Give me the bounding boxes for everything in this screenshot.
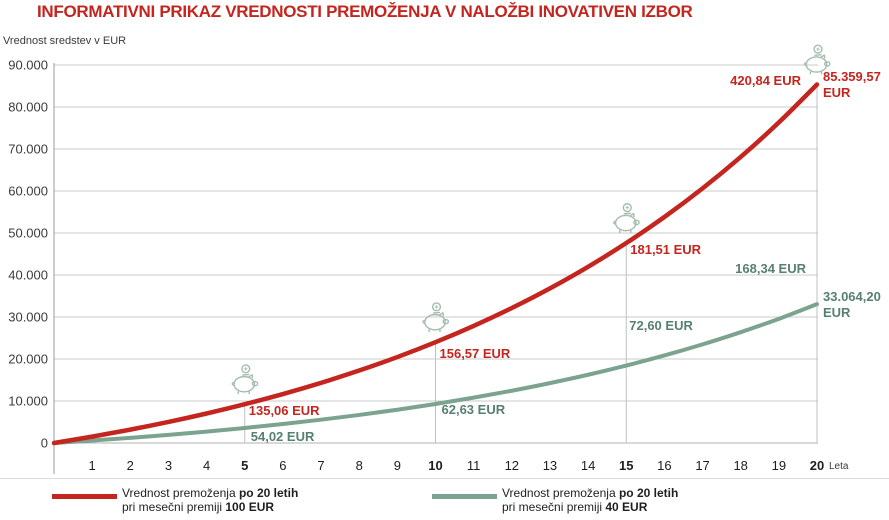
x-tick-label: 11 bbox=[466, 458, 481, 473]
piggy-part bbox=[816, 47, 820, 51]
end-value-premium-100-currency: EUR bbox=[823, 85, 851, 101]
milestone-value-premium-100: 420,84 EUR bbox=[730, 73, 801, 89]
y-tick-label: 20.000 bbox=[8, 351, 48, 367]
y-tick-label: 40.000 bbox=[8, 267, 48, 283]
milestone-value-premium-40: 72,60 EUR bbox=[629, 317, 693, 333]
x-tick-label: 16 bbox=[657, 458, 672, 473]
piggy-part bbox=[434, 305, 439, 309]
piggy-part bbox=[241, 364, 251, 374]
series-line-premium-40 bbox=[52, 302, 819, 445]
piggy-bank-icon bbox=[803, 44, 831, 75]
milestone-value-premium-100: 181,51 EUR bbox=[630, 242, 702, 258]
legend-label-bold: po 20 letih bbox=[238, 486, 299, 500]
y-axis-title: Vrednost sredstev v EUR bbox=[3, 35, 127, 47]
legend-label: pri mesečni premiji bbox=[122, 500, 226, 514]
piggy-part bbox=[251, 380, 259, 387]
x-tick-label: 20 bbox=[809, 458, 825, 473]
piggy-part bbox=[633, 219, 640, 226]
piggy-part bbox=[431, 302, 442, 312]
x-tick-label: 2 bbox=[126, 458, 134, 473]
x-tick-label: 6 bbox=[279, 458, 287, 473]
piggy-part bbox=[242, 373, 250, 376]
y-tick-label: 50.000 bbox=[8, 225, 48, 241]
piggy-part bbox=[432, 311, 441, 314]
piggy-part bbox=[803, 62, 807, 66]
piggy-part bbox=[809, 71, 823, 75]
series-line-premium-100 bbox=[51, 82, 820, 446]
piggy-bank-icon bbox=[613, 203, 640, 233]
x-tick-label: 19 bbox=[771, 458, 787, 473]
piggy-part bbox=[814, 53, 822, 56]
piggy-part bbox=[424, 313, 446, 331]
x-tick-label: 14 bbox=[580, 458, 596, 473]
piggy-part bbox=[619, 230, 632, 233]
end-value-premium-40-currency: EUR bbox=[823, 305, 851, 321]
milestone-value-premium-40: 62,63 EUR bbox=[441, 401, 506, 417]
piggy-part bbox=[820, 54, 826, 59]
end-value-premium-100: 85.359,57 EUR bbox=[823, 69, 881, 101]
end-value-premium-40: 33.064,20 EUR bbox=[823, 289, 881, 321]
milestone-value-premium-100: 135,06 EUR bbox=[248, 403, 320, 419]
piggy-part bbox=[614, 214, 637, 232]
x-tick-label: 4 bbox=[202, 458, 211, 473]
piggy-part bbox=[805, 56, 828, 73]
milestone-value-premium-100: 156,57 EUR bbox=[439, 346, 511, 362]
piggy-part bbox=[629, 212, 635, 218]
legend-separator-line bbox=[0, 478, 889, 479]
piggy-part bbox=[248, 374, 254, 379]
x-tick-label: 17 bbox=[695, 458, 710, 473]
piggy-part bbox=[625, 206, 629, 210]
y-tick-label: 0 bbox=[40, 435, 48, 451]
x-tick-label: 7 bbox=[317, 458, 325, 473]
piggy-part bbox=[623, 212, 631, 215]
piggy-bank-icon bbox=[422, 302, 450, 333]
legend-label: Vrednost premoženja bbox=[122, 486, 239, 500]
piggy-part bbox=[233, 375, 256, 393]
piggy-part bbox=[244, 367, 248, 371]
piggy-part bbox=[613, 220, 616, 225]
piggy-part bbox=[428, 329, 441, 333]
x-tick-label: 3 bbox=[164, 458, 173, 473]
legend-label-bold: 40 EUR bbox=[605, 500, 648, 514]
piggy-part bbox=[439, 312, 444, 317]
piggy-part bbox=[622, 203, 632, 213]
piggy-part bbox=[823, 61, 831, 67]
legend-label-bold: 100 EUR bbox=[225, 500, 275, 514]
piggy-part bbox=[237, 391, 250, 395]
x-tick-label: 13 bbox=[542, 458, 558, 473]
milestone-value-premium-40: 168,34 EUR bbox=[735, 261, 806, 277]
piggy-part bbox=[442, 318, 450, 325]
legend: Vrednost premoženja po 20 letih pri mese… bbox=[0, 486, 889, 520]
piggy-part bbox=[813, 44, 823, 54]
x-tick-label: 5 bbox=[241, 458, 249, 473]
x-tick-label: 9 bbox=[393, 458, 401, 473]
x-tick-label: 8 bbox=[355, 458, 363, 473]
y-tick-label: 10.000 bbox=[8, 393, 48, 409]
legend-swatch-green bbox=[432, 494, 497, 499]
y-tick-label: 60.000 bbox=[8, 183, 48, 199]
legend-label: pri mesečni premiji bbox=[502, 500, 606, 514]
piggy-part bbox=[422, 320, 425, 324]
x-tick-label: 1 bbox=[88, 458, 96, 473]
chart-title: INFORMATIVNI PRIKAZ VREDNOSTI PREMOŽENJA… bbox=[37, 2, 693, 21]
x-tick-label: 18 bbox=[733, 458, 748, 473]
y-tick-label: 90.000 bbox=[8, 57, 48, 73]
end-value-premium-40-amount: 33.064,20 bbox=[823, 289, 881, 305]
legend-label: Vrednost premoženja bbox=[502, 486, 619, 500]
piggy-part bbox=[231, 382, 235, 386]
end-value-premium-100-amount: 85.359,57 bbox=[823, 69, 881, 85]
x-axis-unit-label: Leta bbox=[829, 461, 849, 472]
legend-label-bold: po 20 letih bbox=[618, 486, 679, 500]
y-tick-label: 70.000 bbox=[8, 141, 48, 157]
legend-swatch-red bbox=[52, 494, 117, 499]
y-tick-label: 30.000 bbox=[8, 309, 48, 325]
x-tick-label: 12 bbox=[504, 458, 520, 473]
x-tick-label: 10 bbox=[428, 458, 443, 473]
piggy-bank-icon bbox=[231, 364, 259, 395]
milestone-value-premium-40: 54,02 EUR bbox=[250, 428, 315, 444]
y-tick-label: 80.000 bbox=[8, 99, 48, 115]
x-tick-label: 15 bbox=[619, 458, 634, 473]
